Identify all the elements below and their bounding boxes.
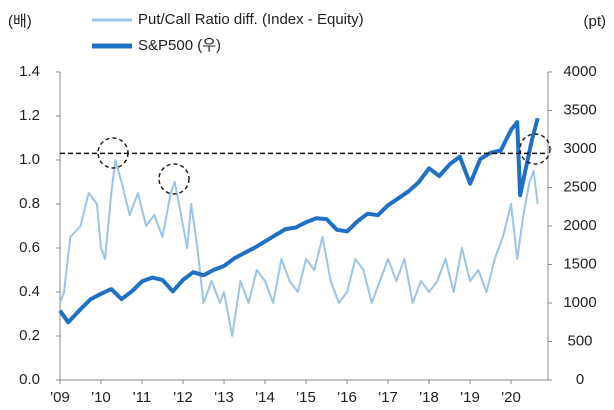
x-tick-label: '11: [133, 389, 151, 406]
x-tick-label: '19: [460, 389, 480, 406]
y2-tick-label: 4000: [563, 63, 596, 80]
y-tick-label: 1.4: [19, 63, 40, 80]
series-line: [58, 117, 540, 325]
y2-tick-label: 500: [567, 332, 592, 349]
highlight-circle: [158, 163, 190, 195]
x-tick-label: '17: [378, 389, 398, 406]
legend-label: S&P500 (우): [138, 37, 221, 54]
x-tick-label: '16: [337, 389, 357, 406]
y-tick-label: 0.2: [19, 327, 40, 344]
x-tick-label: '13: [214, 389, 234, 406]
y-axis-label: (배): [8, 13, 32, 30]
x-tick-label: '15: [296, 389, 316, 406]
x-tick-label: '20: [501, 389, 521, 406]
y-tick-label: 1.2: [19, 107, 40, 124]
y-tick-label: 0.6: [19, 239, 40, 256]
x-tick-label: '14: [255, 389, 275, 406]
y2-tick-label: 3500: [563, 101, 596, 118]
x-tick-label: '18: [419, 389, 439, 406]
y2-axis-label: (pt): [584, 13, 607, 30]
legend-label: Put/Call Ratio diff. (Index - Equity): [138, 11, 364, 28]
highlight-circle: [519, 133, 551, 165]
y-tick-label: 0.8: [19, 195, 40, 212]
y2-tick-label: 1000: [563, 294, 596, 311]
y-tick-label: 0.0: [19, 371, 40, 388]
x-tick-label: '12: [173, 389, 193, 406]
series-line: [59, 159, 539, 337]
y-tick-label: 1.0: [19, 151, 40, 168]
y2-tick-label: 2000: [563, 217, 596, 234]
y2-tick-label: 1500: [563, 255, 596, 272]
x-tick-label: '10: [91, 389, 111, 406]
y2-tick-label: 2500: [563, 178, 596, 195]
y-tick-label: 0.4: [19, 283, 40, 300]
y2-tick-label: 3000: [563, 140, 596, 157]
y2-tick-label: 0: [576, 371, 584, 388]
x-tick-label: '09: [50, 389, 70, 406]
